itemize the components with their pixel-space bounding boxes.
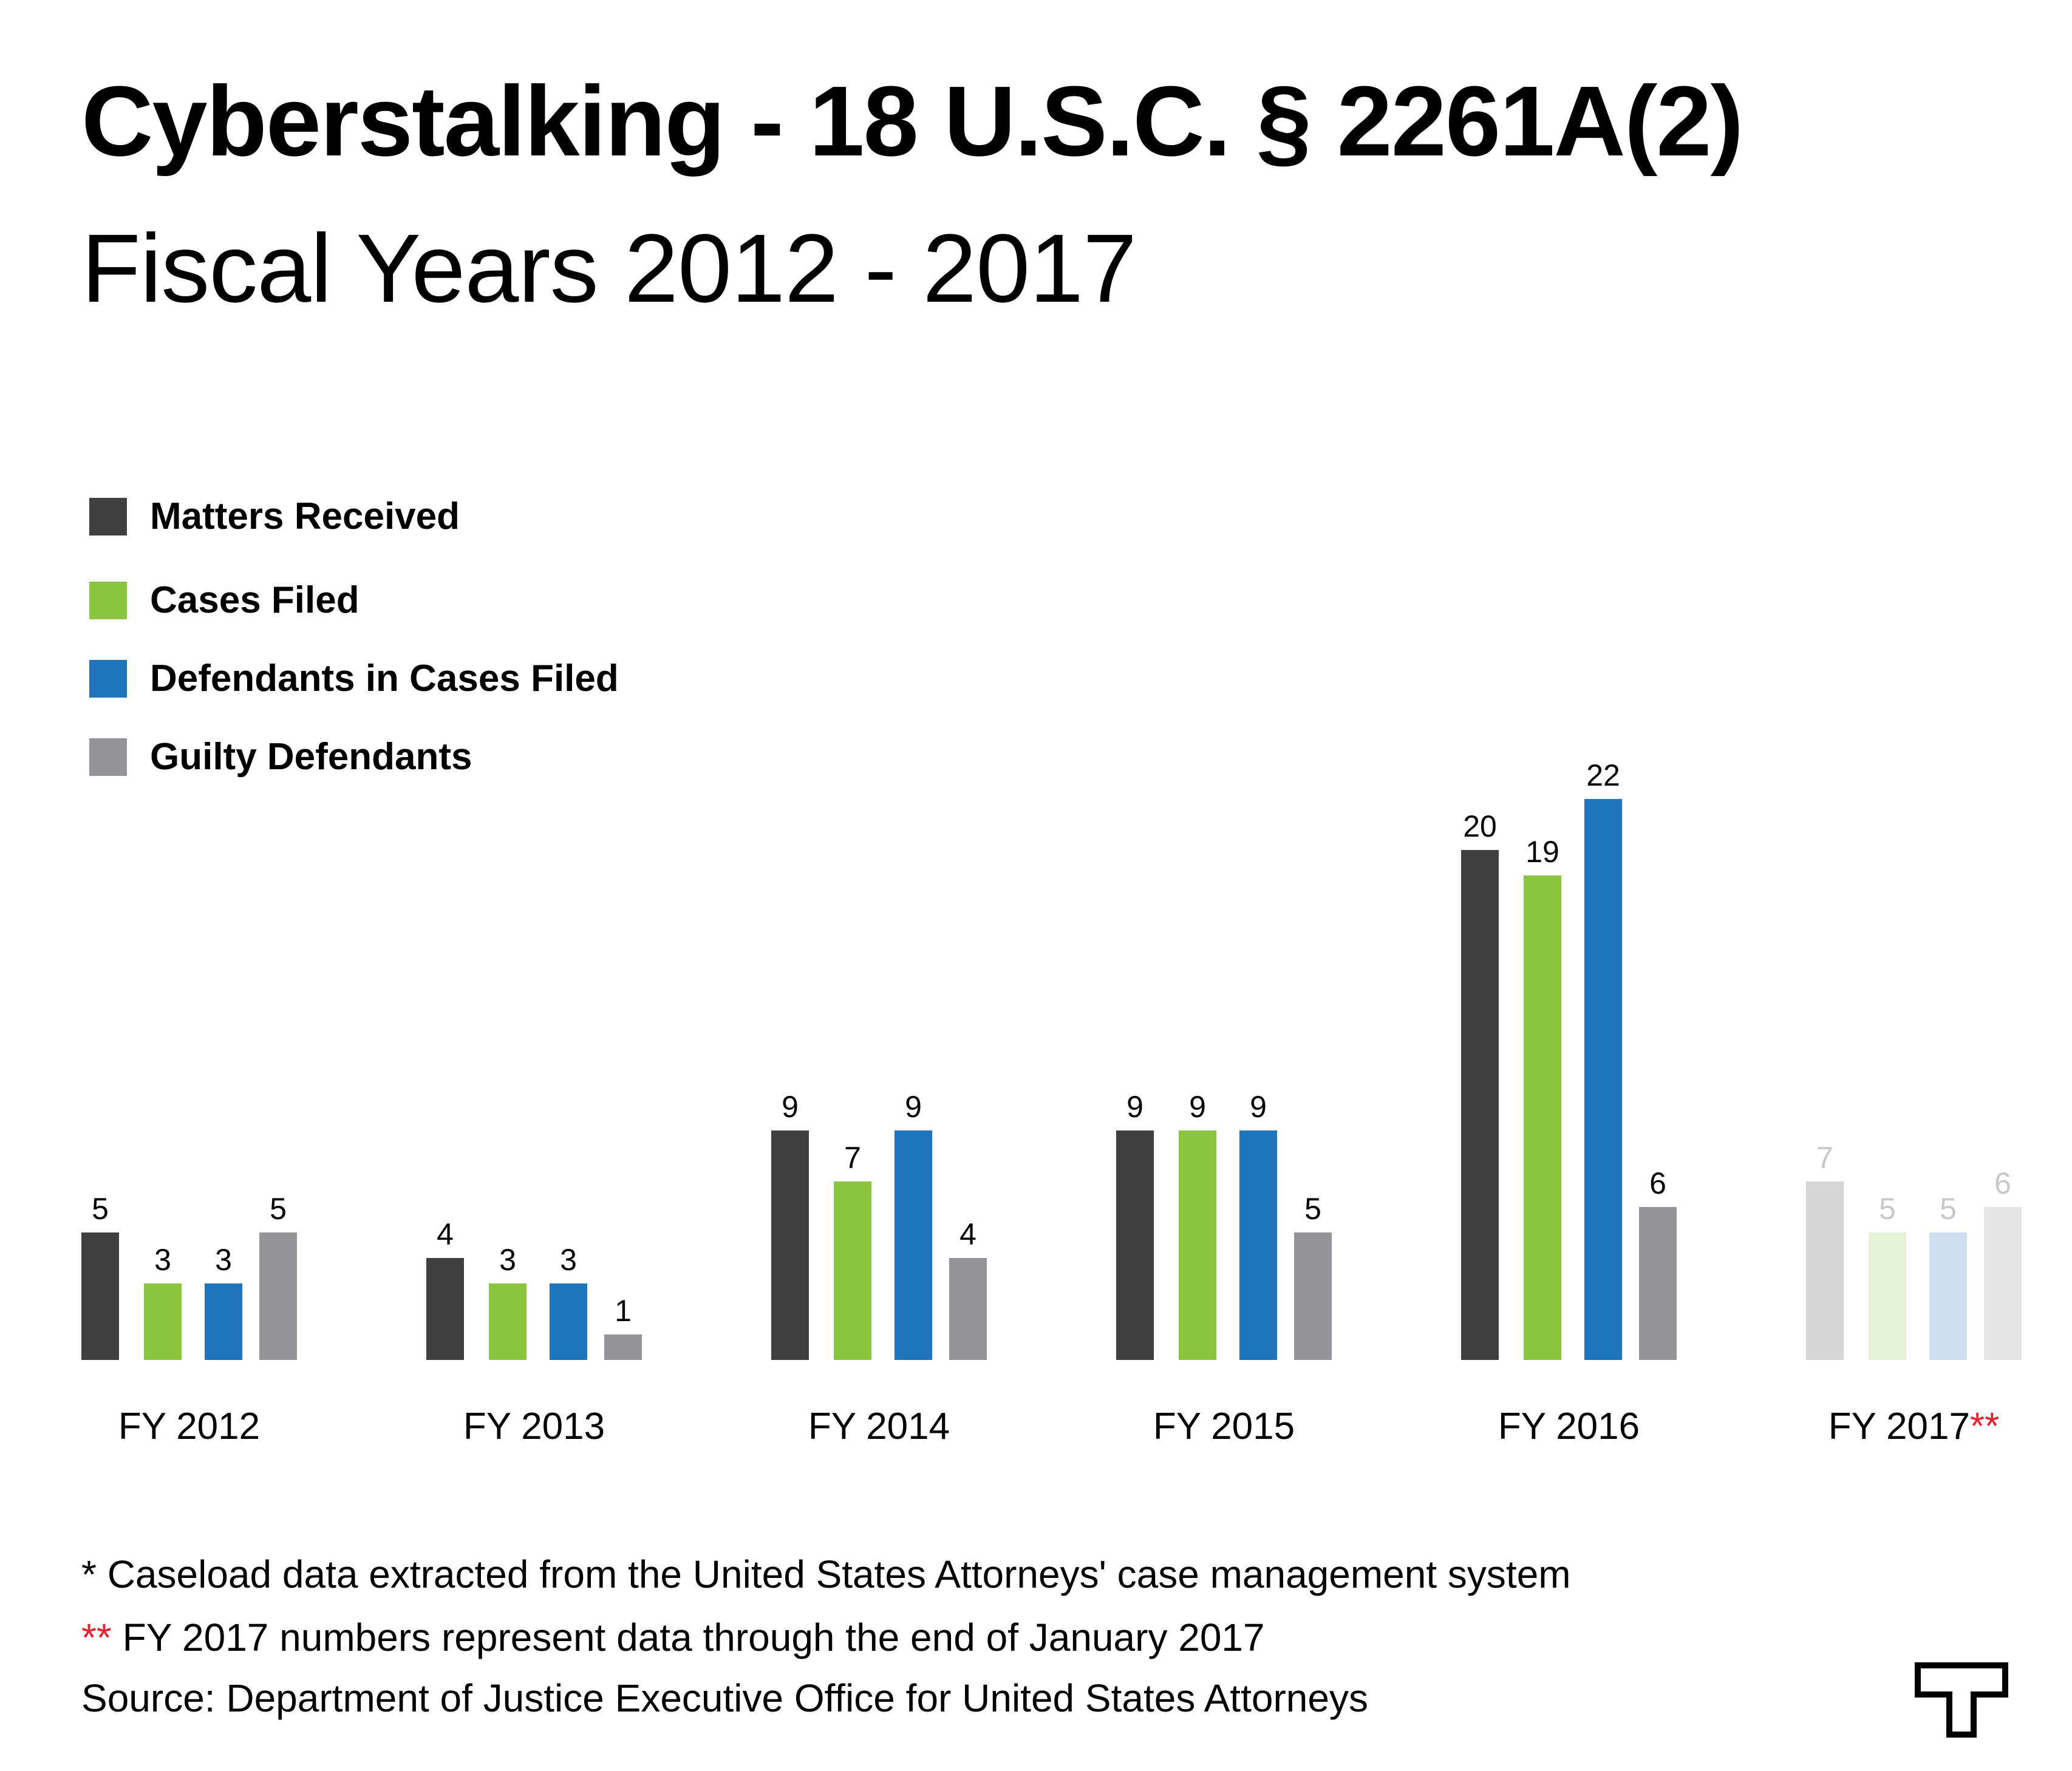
bar-fy-2017-series-0 [1806, 1181, 1844, 1360]
data-label-fy-2014-series-3: 4 [959, 1217, 976, 1251]
data-label-fy-2017-series-2: 5 [1940, 1192, 1957, 1226]
bar-fy-2015-series-3 [1294, 1232, 1332, 1360]
legend-label-cases-filed: Cases Filed [150, 579, 360, 621]
data-label-fy-2014-series-1: 7 [844, 1141, 861, 1175]
bar-fy-2016-series-3 [1639, 1207, 1677, 1360]
bar-fy-2014-series-3 [949, 1258, 987, 1360]
bar-fy-2015-series-1 [1179, 1130, 1216, 1360]
bar-fy-2013-series-0 [426, 1258, 464, 1360]
legend-item-cases-filed: Cases Filed [89, 579, 818, 621]
data-label-fy-2012-series-3: 5 [270, 1192, 287, 1226]
footnote-source: Source: Department of Justice Executive … [81, 1676, 1368, 1720]
category-label-fy-2015: FY 2015 [1153, 1406, 1295, 1447]
bar-fy-2017-series-3 [1984, 1207, 2022, 1360]
data-label-fy-2016-series-1: 19 [1525, 835, 1559, 869]
legend-item-guilty-defendants: Guilty Defendants [89, 736, 818, 778]
data-label-fy-2017-series-1: 5 [1879, 1192, 1896, 1226]
data-label-fy-2017-series-3: 6 [1994, 1166, 2011, 1200]
data-label-fy-2013-series-0: 4 [437, 1217, 454, 1251]
data-label-fy-2016-series-3: 6 [1649, 1166, 1666, 1200]
legend-swatch-cases-filed [89, 582, 127, 619]
legend-swatch-guilty-defendants [89, 738, 127, 776]
legend-label-defendants-in-cases-filed: Defendants in Cases Filed [150, 658, 619, 699]
bar-fy-2016-series-1 [1524, 875, 1561, 1360]
category-label-fy-2012: FY 2012 [118, 1406, 260, 1447]
data-label-fy-2014-series-0: 9 [782, 1090, 799, 1124]
data-label-fy-2013-series-2: 3 [560, 1243, 577, 1277]
category-label-fy-2014: FY 2014 [808, 1406, 950, 1447]
data-label-fy-2012-series-0: 5 [92, 1192, 109, 1226]
footnote-fy2017-text: FY 2017 numbers represent data through t… [111, 1616, 1265, 1659]
data-label-fy-2017-series-0: 7 [1816, 1141, 1833, 1175]
category-mark-asterisks: ** [1970, 1406, 1999, 1447]
t-logo-icon [1915, 1662, 2008, 1738]
bar-fy-2014-series-2 [895, 1130, 932, 1360]
bar-fy-2012-series-3 [259, 1232, 297, 1360]
chart-title: Cyberstalking - 18 U.S.C. § 2261A(2) [81, 66, 1743, 177]
footnote-fy2017: ** FY 2017 numbers represent data throug… [81, 1614, 1265, 1661]
bar-chart: 5 3 3 5 FY 2012 4 3 3 1 FY 2013 9 7 9 4 FY 2014 9 9 9 5 FY … [81, 758, 2022, 1447]
footnote-caseload: * Caseload data extracted from the Unite… [81, 1552, 1571, 1596]
data-label-fy-2015-series-0: 9 [1126, 1090, 1143, 1124]
bar-fy-2015-series-2 [1239, 1130, 1277, 1360]
bar-fy-2012-series-0 [81, 1232, 119, 1360]
legend-label-guilty-defendants: Guilty Defendants [150, 736, 472, 778]
bar-fy-2015-series-0 [1116, 1130, 1154, 1360]
data-label-fy-2012-series-1: 3 [154, 1243, 171, 1277]
legend-label-matters-received: Matters Received [150, 495, 460, 537]
category-label-fy-2016: FY 2016 [1498, 1406, 1640, 1447]
bar-fy-2016-series-0 [1461, 850, 1499, 1360]
data-label-fy-2013-series-1: 3 [499, 1243, 516, 1277]
legend-swatch-matters-received [89, 498, 127, 535]
bar-fy-2017-series-2 [1929, 1232, 1967, 1360]
data-label-fy-2014-series-2: 9 [905, 1090, 922, 1124]
category-label-fy-2017: FY 2017** [1828, 1406, 2000, 1447]
data-label-fy-2013-series-3: 1 [615, 1294, 632, 1328]
data-label-fy-2015-series-3: 5 [1304, 1192, 1321, 1226]
data-label-fy-2015-series-2: 9 [1250, 1090, 1267, 1124]
legend-swatch-defendants [89, 660, 127, 698]
bar-fy-2013-series-1 [489, 1283, 527, 1360]
chart-subtitle: Fiscal Years 2012 - 2017 [81, 214, 1137, 322]
footnote-fy2017-mark: ** [81, 1616, 112, 1659]
bar-fy-2017-series-1 [1869, 1232, 1906, 1360]
data-label-fy-2016-series-0: 20 [1463, 809, 1497, 843]
bar-fy-2014-series-0 [771, 1130, 809, 1360]
category-label-fy-2013: FY 2013 [463, 1406, 605, 1447]
data-label-fy-2015-series-1: 9 [1189, 1090, 1206, 1124]
data-label-fy-2016-series-2: 22 [1586, 758, 1620, 792]
bar-fy-2013-series-3 [604, 1334, 642, 1360]
legend-item-defendants-in-cases-filed: Defendants in Cases Filed [89, 658, 818, 699]
bar-fy-2012-series-1 [144, 1283, 182, 1360]
data-label-fy-2012-series-2: 3 [215, 1243, 232, 1277]
bar-fy-2014-series-1 [834, 1181, 871, 1360]
bar-fy-2013-series-2 [550, 1283, 587, 1360]
bar-fy-2012-series-2 [205, 1283, 242, 1360]
legend-item-matters-received: Matters Received [89, 495, 818, 537]
bar-fy-2016-series-2 [1584, 799, 1622, 1360]
